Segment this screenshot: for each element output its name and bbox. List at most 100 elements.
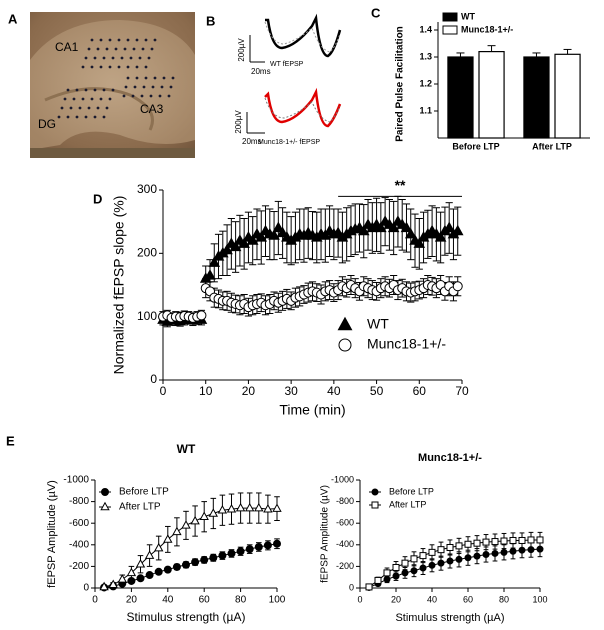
chart-title: WT	[177, 442, 196, 456]
marker	[365, 583, 373, 591]
y-tick-label: -1000	[331, 474, 354, 484]
electrode	[149, 94, 153, 98]
x-tick-label: Before LTP	[452, 141, 499, 151]
marker	[99, 581, 109, 591]
y-tick-label: -800	[336, 496, 354, 506]
y-tick-label: 100	[137, 309, 157, 323]
electrode	[144, 65, 148, 69]
marker	[254, 502, 264, 512]
y-tick-label: 1.4	[419, 24, 432, 34]
marker	[229, 240, 242, 252]
x-tick-label: 100	[269, 595, 286, 606]
y-tick-label: 1.3	[419, 51, 432, 61]
marker	[401, 559, 409, 567]
electrode	[133, 85, 137, 89]
y-axis-label: fEPSP Amplitude (µV)	[320, 485, 331, 583]
electrode	[87, 106, 91, 110]
electrode	[66, 88, 70, 92]
panel-letter: E	[6, 433, 15, 448]
x-tick-label: After LTP	[532, 141, 572, 151]
x-tick-label: 40	[327, 384, 341, 398]
electrode	[78, 106, 82, 110]
electrode	[122, 94, 126, 98]
electrode	[96, 47, 100, 51]
x-tick-label: 70	[455, 384, 469, 398]
marker	[413, 237, 426, 248]
y-tick-label: -600	[69, 518, 89, 529]
electrode	[123, 47, 127, 51]
trace-label: Munc18-1+/- fEPSP	[258, 139, 320, 146]
electrode	[150, 47, 154, 51]
panel-letter: D	[93, 191, 102, 206]
electrode	[90, 65, 94, 69]
y-tick-label: -200	[69, 561, 89, 572]
marker	[437, 546, 445, 554]
electrode	[111, 56, 115, 60]
marker	[208, 256, 221, 267]
y-tick-label: 300	[137, 182, 157, 196]
y-tick-label: 0	[349, 582, 354, 592]
marker	[182, 560, 190, 569]
electrode	[151, 85, 155, 89]
marker	[145, 571, 154, 580]
electrode	[144, 38, 148, 42]
x-tick-label: 60	[413, 384, 427, 398]
electrode	[57, 115, 61, 119]
panel-letter: A	[8, 11, 18, 26]
y-tick-label: 1.1	[419, 105, 432, 115]
scale-label: 20ms	[251, 67, 271, 76]
marker	[392, 563, 400, 571]
electrode	[99, 65, 103, 69]
marker	[172, 562, 181, 571]
significance-label: **	[395, 177, 406, 193]
y-axis-label: Paired Pulse Facilitation	[395, 26, 406, 142]
x-tick-label: 0	[160, 384, 167, 398]
marker	[464, 554, 472, 562]
marker	[482, 538, 490, 546]
electrode	[140, 94, 144, 98]
marker	[410, 555, 418, 563]
trace-munc	[246, 87, 342, 134]
legend-label: Munc18-1+/-	[461, 24, 513, 34]
marker	[387, 221, 400, 233]
legend-swatch	[442, 12, 458, 22]
marker	[455, 555, 463, 563]
x-tick-label: 60	[199, 595, 211, 606]
marker	[144, 550, 155, 559]
x-tick-label: 10	[199, 384, 213, 398]
x-axis-label: Time (min)	[279, 402, 345, 418]
marker	[236, 547, 245, 556]
electrode	[167, 94, 171, 98]
electrode	[87, 47, 91, 51]
electrode	[96, 106, 100, 110]
electrode	[160, 85, 164, 89]
electrode	[90, 97, 94, 101]
x-tick-label: 20	[242, 384, 256, 398]
marker	[375, 221, 387, 233]
marker	[263, 503, 273, 513]
electrode	[60, 106, 64, 110]
marker	[196, 310, 207, 321]
electrode	[108, 97, 112, 101]
y-tick-label: 200	[137, 246, 157, 260]
marker	[268, 229, 280, 240]
x-axis-label: Stimulus strength (µA)	[395, 612, 504, 624]
marker	[446, 544, 454, 551]
electrode	[69, 106, 73, 110]
electrode	[105, 47, 109, 51]
scale-label: 20ms	[242, 137, 262, 146]
electrode	[93, 115, 97, 119]
electrode	[126, 76, 130, 80]
y-tick-label: 0	[83, 583, 89, 594]
marker	[428, 561, 436, 569]
marker	[126, 567, 137, 577]
marker	[410, 567, 418, 575]
marker	[191, 558, 200, 567]
electrode	[135, 76, 139, 80]
y-tick-label: -200	[336, 561, 354, 571]
marker	[509, 536, 517, 544]
electrode	[81, 97, 85, 101]
marker	[455, 542, 463, 550]
marker	[254, 542, 263, 551]
marker	[172, 526, 182, 536]
